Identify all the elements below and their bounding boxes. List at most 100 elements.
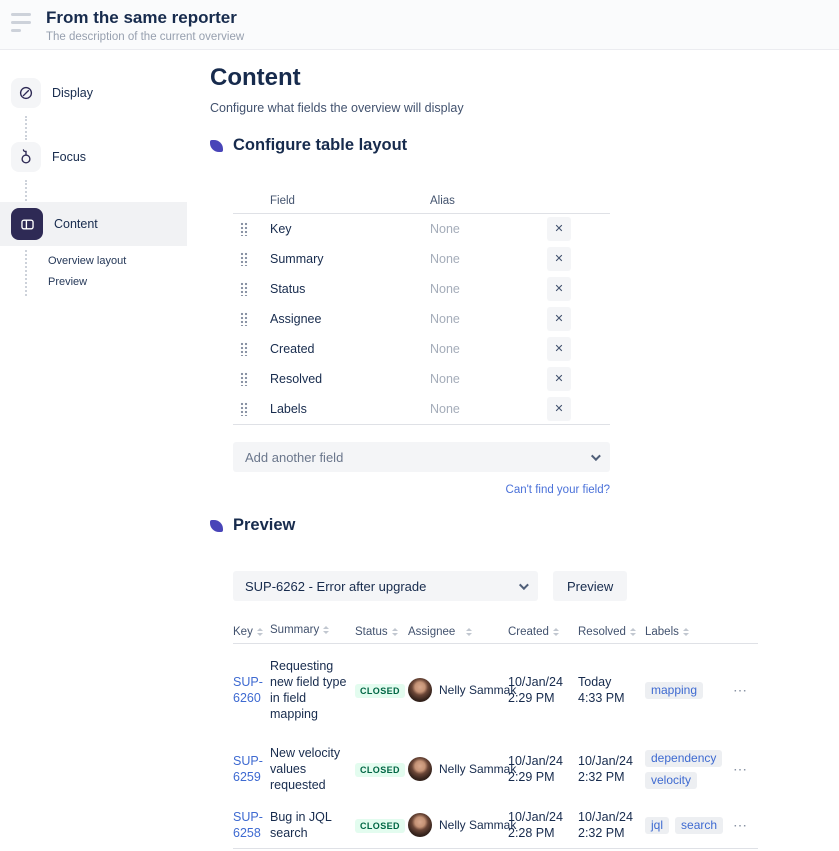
more-actions-button[interactable]: ⋯ [733,816,748,833]
add-field-select[interactable]: Add another field [233,442,610,472]
drag-handle-icon[interactable] [240,402,248,416]
chevron-down-icon [590,450,601,461]
avatar [408,813,432,837]
overview-header: From the same reporter The description o… [0,0,839,50]
column-header-status[interactable]: Status [355,626,408,638]
field-name: Created [270,342,315,356]
assignee-name: Nelly Sammak [439,818,517,832]
field-row-status: Status None ✕ [233,274,610,304]
status-badge: CLOSED [355,818,405,833]
remove-field-button[interactable]: ✕ [547,367,571,391]
alias-input[interactable]: None [430,282,460,296]
issue-summary: New velocity values requested [270,746,341,792]
field-table-header: Field Alias [233,190,610,214]
status-badge: CLOSED [355,762,405,777]
sort-icon [256,628,263,636]
sidebar-item-display[interactable]: Display [0,78,187,108]
remove-field-button[interactable]: ✕ [547,397,571,421]
section-heading-table-layout: Configure table layout [210,136,407,155]
layout-panel-icon [11,208,43,240]
alias-input[interactable]: None [430,402,460,416]
column-header-labels[interactable]: Labels [645,626,733,638]
nav-connector [25,250,27,296]
remove-field-button[interactable]: ✕ [547,247,571,271]
sort-icon [629,628,636,636]
label-chip[interactable]: mapping [645,681,704,699]
table-row: SUP-6260 Requesting new field type in fi… [233,644,758,736]
overview-description: The description of the current overview [46,31,245,43]
avatar [408,678,432,702]
sort-icon [552,628,559,636]
more-actions-button[interactable]: ⋯ [733,760,748,777]
issue-summary: Bug in JQL search [270,810,332,840]
sidebar-item-label: Focus [52,150,87,164]
created-cell: 10/Jan/24 2:29 PM [508,754,563,784]
label-chip[interactable]: dependency [645,749,723,767]
nav-connector [25,180,27,204]
issue-key-link[interactable]: SUP-6259 [233,754,263,784]
column-header-resolved[interactable]: Resolved [578,626,645,638]
drag-handle-icon[interactable] [240,342,248,356]
avatar [408,757,432,781]
field-name: Labels [270,402,307,416]
preview-controls: SUP-6262 - Error after upgrade Preview [233,571,628,601]
drag-handle-icon[interactable] [240,372,248,386]
section-marker-icon [210,139,223,152]
alias-input[interactable]: None [430,222,460,236]
page-title: Content [210,64,301,91]
issue-key-link[interactable]: SUP-6258 [233,810,263,840]
labels-cell: dependency velocity [645,749,733,789]
sidebar-item-label: Display [52,86,93,100]
menu-icon[interactable] [11,13,33,37]
label-chip[interactable]: velocity [645,771,698,789]
section-marker-icon [210,519,223,532]
column-header-created[interactable]: Created [508,626,578,638]
field-row-created: Created None ✕ [233,334,610,364]
drag-handle-icon[interactable] [240,282,248,296]
field-layout-table: Field Alias Key None ✕ Summary None ✕ St… [233,190,610,425]
drag-handle-icon[interactable] [240,312,248,326]
created-cell: 10/Jan/24 2:29 PM [508,675,563,705]
alias-input[interactable]: None [430,252,460,266]
label-chip[interactable]: jql [645,816,670,834]
alias-input[interactable]: None [430,372,460,386]
issue-summary: Requesting new field type in field mappi… [270,659,347,721]
settings-nav: Display Focus Content Overview layout Pr… [0,50,187,851]
field-name: Status [270,282,306,296]
drag-handle-icon[interactable] [240,252,248,266]
column-header-key[interactable]: Key [233,626,270,638]
field-row-summary: Summary None ✕ [233,244,610,274]
drag-handle-icon[interactable] [240,222,248,236]
table-row: SUP-6258 Bug in JQL search CLOSED Nelly … [233,802,758,848]
table-row: SUP-6259 New velocity values requested C… [233,736,758,802]
field-name: Key [270,222,292,236]
sidebar-item-label: Content [54,217,98,231]
sort-icon [323,626,330,634]
label-chip[interactable]: search [675,816,724,834]
cant-find-field-link[interactable]: Can't find your field? [505,484,610,496]
remove-field-button[interactable]: ✕ [547,217,571,241]
alias-input[interactable]: None [430,342,460,356]
sidebar-subitem-preview[interactable]: Preview [48,276,88,288]
preview-button[interactable]: Preview [553,571,628,601]
more-actions-button[interactable]: ⋯ [733,681,748,698]
column-header-summary[interactable]: Summary [270,622,355,638]
issue-key-link[interactable]: SUP-6260 [233,675,263,705]
field-row-key: Key None ✕ [233,214,610,244]
field-row-labels: Labels None ✕ [233,394,610,424]
resolved-cell: 10/Jan/24 2:32 PM [578,754,633,784]
remove-field-button[interactable]: ✕ [547,277,571,301]
remove-field-button[interactable]: ✕ [547,337,571,361]
issue-select[interactable]: SUP-6262 - Error after upgrade [233,571,538,601]
sidebar-item-focus[interactable]: Focus [0,142,187,172]
alias-input[interactable]: None [430,312,460,326]
overview-title: From the same reporter [46,8,237,27]
sort-icon [682,628,689,636]
status-badge: CLOSED [355,683,405,698]
sidebar-subitem-overview-layout[interactable]: Overview layout [48,255,127,267]
remove-field-button[interactable]: ✕ [547,307,571,331]
assignee-name: Nelly Sammak [439,762,517,776]
sidebar-item-content[interactable]: Content [0,202,187,246]
column-header-assignee[interactable]: Assignee [408,626,508,638]
